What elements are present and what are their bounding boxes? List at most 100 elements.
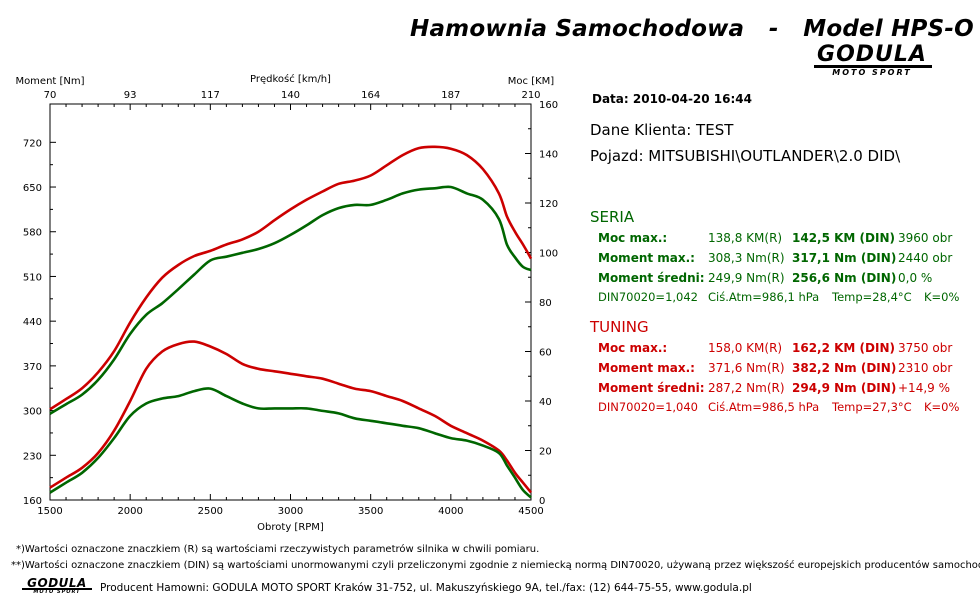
logo-word: GODULA [27, 576, 87, 590]
stat-r-value: 138,8 KM(R) [708, 231, 783, 245]
page-title: Hamownia Samochodowa - Model HPS-O [410, 16, 974, 42]
stat-r-value: 308,3 Nm(R) [708, 251, 785, 265]
temperature: Temp=28,4°C [832, 290, 912, 304]
x-tick-label: 4000 [438, 506, 463, 517]
y-right-tick-label: 60 [539, 348, 552, 359]
tuning-torque-curve [49, 145, 533, 411]
stat-din-value: 142,5 KM (DIN) [792, 231, 895, 245]
y-right-tick-label: 140 [539, 150, 558, 161]
stat-label: Moment średni: [598, 381, 705, 395]
y-right-tick-label: 160 [539, 100, 558, 111]
x2-tick-label: 164 [361, 90, 380, 101]
tuning-stats-table: Moc max.: 158,0 KM(R) 162,2 KM (DIN) 375… [598, 338, 958, 398]
stats-row: Moment średni: 249,9 Nm(R) 256,6 Nm (DIN… [598, 268, 958, 288]
stat-r-value: 287,2 Nm(R) [708, 381, 785, 395]
logo-bar [814, 65, 932, 68]
seria-power-curve [49, 387, 532, 499]
tuning-title: TUNING [590, 318, 649, 336]
k-factor: K=0% [924, 400, 960, 414]
y-left-tick-label: 230 [23, 451, 42, 462]
y-left-tick-label: 510 [23, 272, 42, 283]
k-factor: K=0% [924, 290, 960, 304]
stat-label: Moment średni: [598, 271, 705, 285]
y-left-tick-label: 720 [23, 138, 42, 149]
x-tick-label: 2000 [117, 506, 142, 517]
stat-din-value: 162,2 KM (DIN) [792, 341, 895, 355]
producer-info: Producent Hamowni: GODULA MOTO SPORT Kra… [100, 582, 752, 594]
footnote-r: *)Wartości oznaczone znaczkiem (R) są wa… [16, 544, 540, 555]
logo-word: GODULA [817, 42, 927, 67]
client-info: Dane Klienta: TEST [590, 121, 734, 139]
seria-conditions: DIN70020=1,042 Ciś.Atm=986,1 hPa Temp=28,4… [598, 290, 959, 304]
y-left-tick-label: 580 [23, 228, 42, 239]
stat-din-value: 294,9 Nm (DIN) [792, 381, 897, 395]
y-right-tick-label: 0 [539, 496, 545, 507]
x2-tick-label: 70 [44, 90, 57, 101]
stat-extra: 2310 obr [898, 361, 953, 375]
x2-tick-label: 93 [124, 90, 137, 101]
x-axis-title: Obroty [RPM] [257, 522, 324, 533]
stat-extra: 0,0 % [898, 271, 933, 285]
seria-stats-table: Moc max.: 138,8 KM(R) 142,5 KM (DIN) 396… [598, 228, 958, 288]
atm-pressure: Ciś.Atm=986,1 hPa [708, 290, 820, 304]
din-factor: DIN70020=1,040 [598, 400, 698, 414]
y-left-tick-label: 650 [23, 183, 42, 194]
stats-row: Moment max.: 308,3 Nm(R) 317,1 Nm (DIN) … [598, 248, 958, 268]
stat-din-value: 317,1 Nm (DIN) [792, 251, 897, 265]
stats-row: Moc max.: 138,8 KM(R) 142,5 KM (DIN) 396… [598, 228, 958, 248]
stat-din-value: 256,6 Nm (DIN) [792, 271, 897, 285]
seria-title: SERIA [590, 208, 635, 226]
y-right-tick-label: 80 [539, 298, 552, 309]
x2-axis-title: Prędkość [km/h] [250, 73, 331, 85]
logo-subtext: MOTO SPORT [832, 68, 912, 77]
stats-row: Moment średni: 287,2 Nm(R) 294,9 Nm (DIN… [598, 378, 958, 398]
stat-r-value: 158,0 KM(R) [708, 341, 783, 355]
stat-r-value: 371,6 Nm(R) [708, 361, 785, 375]
stat-label: Moc max.: [598, 231, 668, 245]
tuning-power-curve [49, 340, 533, 494]
stat-extra: 2440 obr [898, 251, 953, 265]
x2-tick-label: 140 [281, 90, 300, 101]
stats-row: Moment max.: 371,6 Nm(R) 382,2 Nm (DIN) … [598, 358, 958, 378]
x-tick-label: 1500 [37, 506, 62, 517]
stat-label: Moment max.: [598, 251, 695, 265]
y-left-tick-label: 300 [23, 407, 42, 418]
stats-row: Moc max.: 158,0 KM(R) 162,2 KM (DIN) 375… [598, 338, 958, 358]
x2-tick-label: 210 [521, 90, 540, 101]
x2-tick-label: 117 [201, 90, 220, 101]
y-right-tick-label: 40 [539, 397, 552, 408]
logo-bar [22, 588, 92, 590]
godula-logo-small: GODULA MOTO SPORT [20, 577, 94, 595]
y-right-axis-title: Moc [KM] [508, 76, 555, 87]
logo-subtext: MOTO SPORT [33, 589, 81, 595]
stat-extra: 3750 obr [898, 341, 953, 355]
stat-r-value: 249,9 Nm(R) [708, 271, 785, 285]
y-right-tick-label: 20 [539, 447, 552, 458]
y-right-tick-label: 100 [539, 249, 558, 260]
x-tick-label: 4500 [518, 506, 543, 517]
y-left-axis-title: Moment [Nm] [15, 76, 84, 87]
godula-logo: GODULA MOTO SPORT [810, 42, 934, 77]
x-tick-label: 3500 [358, 506, 383, 517]
stat-label: Moment max.: [598, 361, 695, 375]
measurement-date: Data: 2010-04-20 16:44 [592, 92, 753, 106]
y-right-tick-label: 120 [539, 199, 558, 210]
x2-tick-label: 187 [441, 90, 460, 101]
vehicle-info: Pojazd: MITSUBISHI\OUTLANDER\2.0 DID\ [590, 147, 901, 165]
stat-extra: +14,9 % [898, 381, 950, 395]
atm-pressure: Ciś.Atm=986,5 hPa [708, 400, 820, 414]
seria-torque-curve [49, 185, 532, 415]
x-tick-label: 2500 [198, 506, 223, 517]
stat-label: Moc max.: [598, 341, 668, 355]
y-left-tick-label: 440 [23, 317, 42, 328]
footnote-din: **)Wartości oznaczone znaczkiem (DIN) są… [11, 560, 980, 571]
tuning-conditions: DIN70020=1,040 Ciś.Atm=986,5 hPa Temp=27,3… [598, 400, 959, 414]
y-left-tick-label: 160 [23, 496, 42, 507]
stat-extra: 3960 obr [898, 231, 953, 245]
x-tick-label: 3000 [278, 506, 303, 517]
din-factor: DIN70020=1,042 [598, 290, 698, 304]
y-left-tick-label: 370 [23, 362, 42, 373]
stat-din-value: 382,2 Nm (DIN) [792, 361, 897, 375]
temperature: Temp=27,3°C [832, 400, 912, 414]
